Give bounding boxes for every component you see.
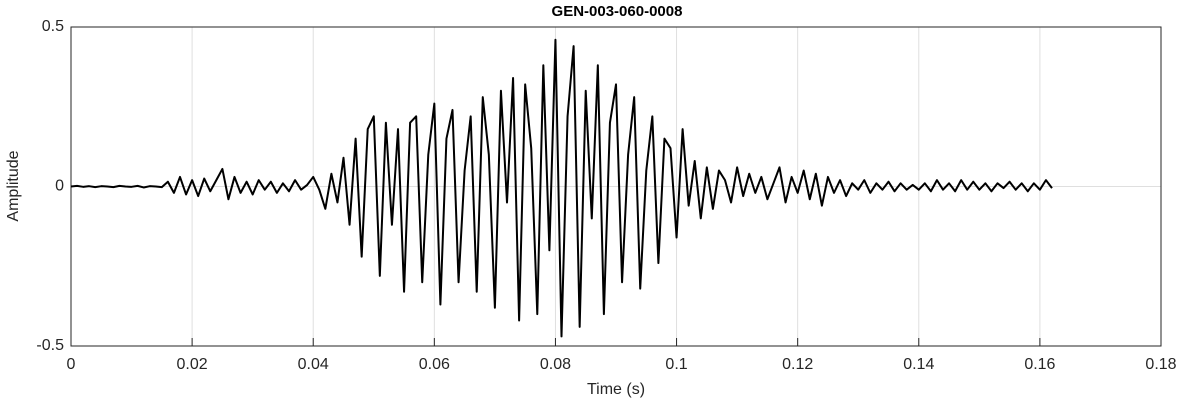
x-tick-label: 0.18: [1145, 356, 1176, 373]
x-tick-label: 0.02: [177, 356, 208, 373]
x-tick-label: 0.1: [665, 356, 687, 373]
x-tick-label: 0: [67, 356, 76, 373]
y-tick-label: -0.5: [36, 337, 64, 354]
x-tick-label: 0.06: [419, 356, 450, 373]
y-tick-label: 0.5: [42, 18, 64, 35]
x-tick-label: 0.12: [782, 356, 813, 373]
waveform-line: [70, 38, 1053, 338]
x-tick-label: 0.14: [903, 356, 934, 373]
x-tick-label: 0.16: [1024, 356, 1055, 373]
y-axis-label: Amplitude: [5, 150, 22, 221]
x-tick-label: 0.04: [298, 356, 329, 373]
x-tick-label: 0.08: [540, 356, 571, 373]
x-axis-label: Time (s): [587, 381, 645, 398]
chart-title: GEN-003-060-0008: [552, 3, 683, 20]
y-tick-label: 0: [55, 178, 64, 195]
